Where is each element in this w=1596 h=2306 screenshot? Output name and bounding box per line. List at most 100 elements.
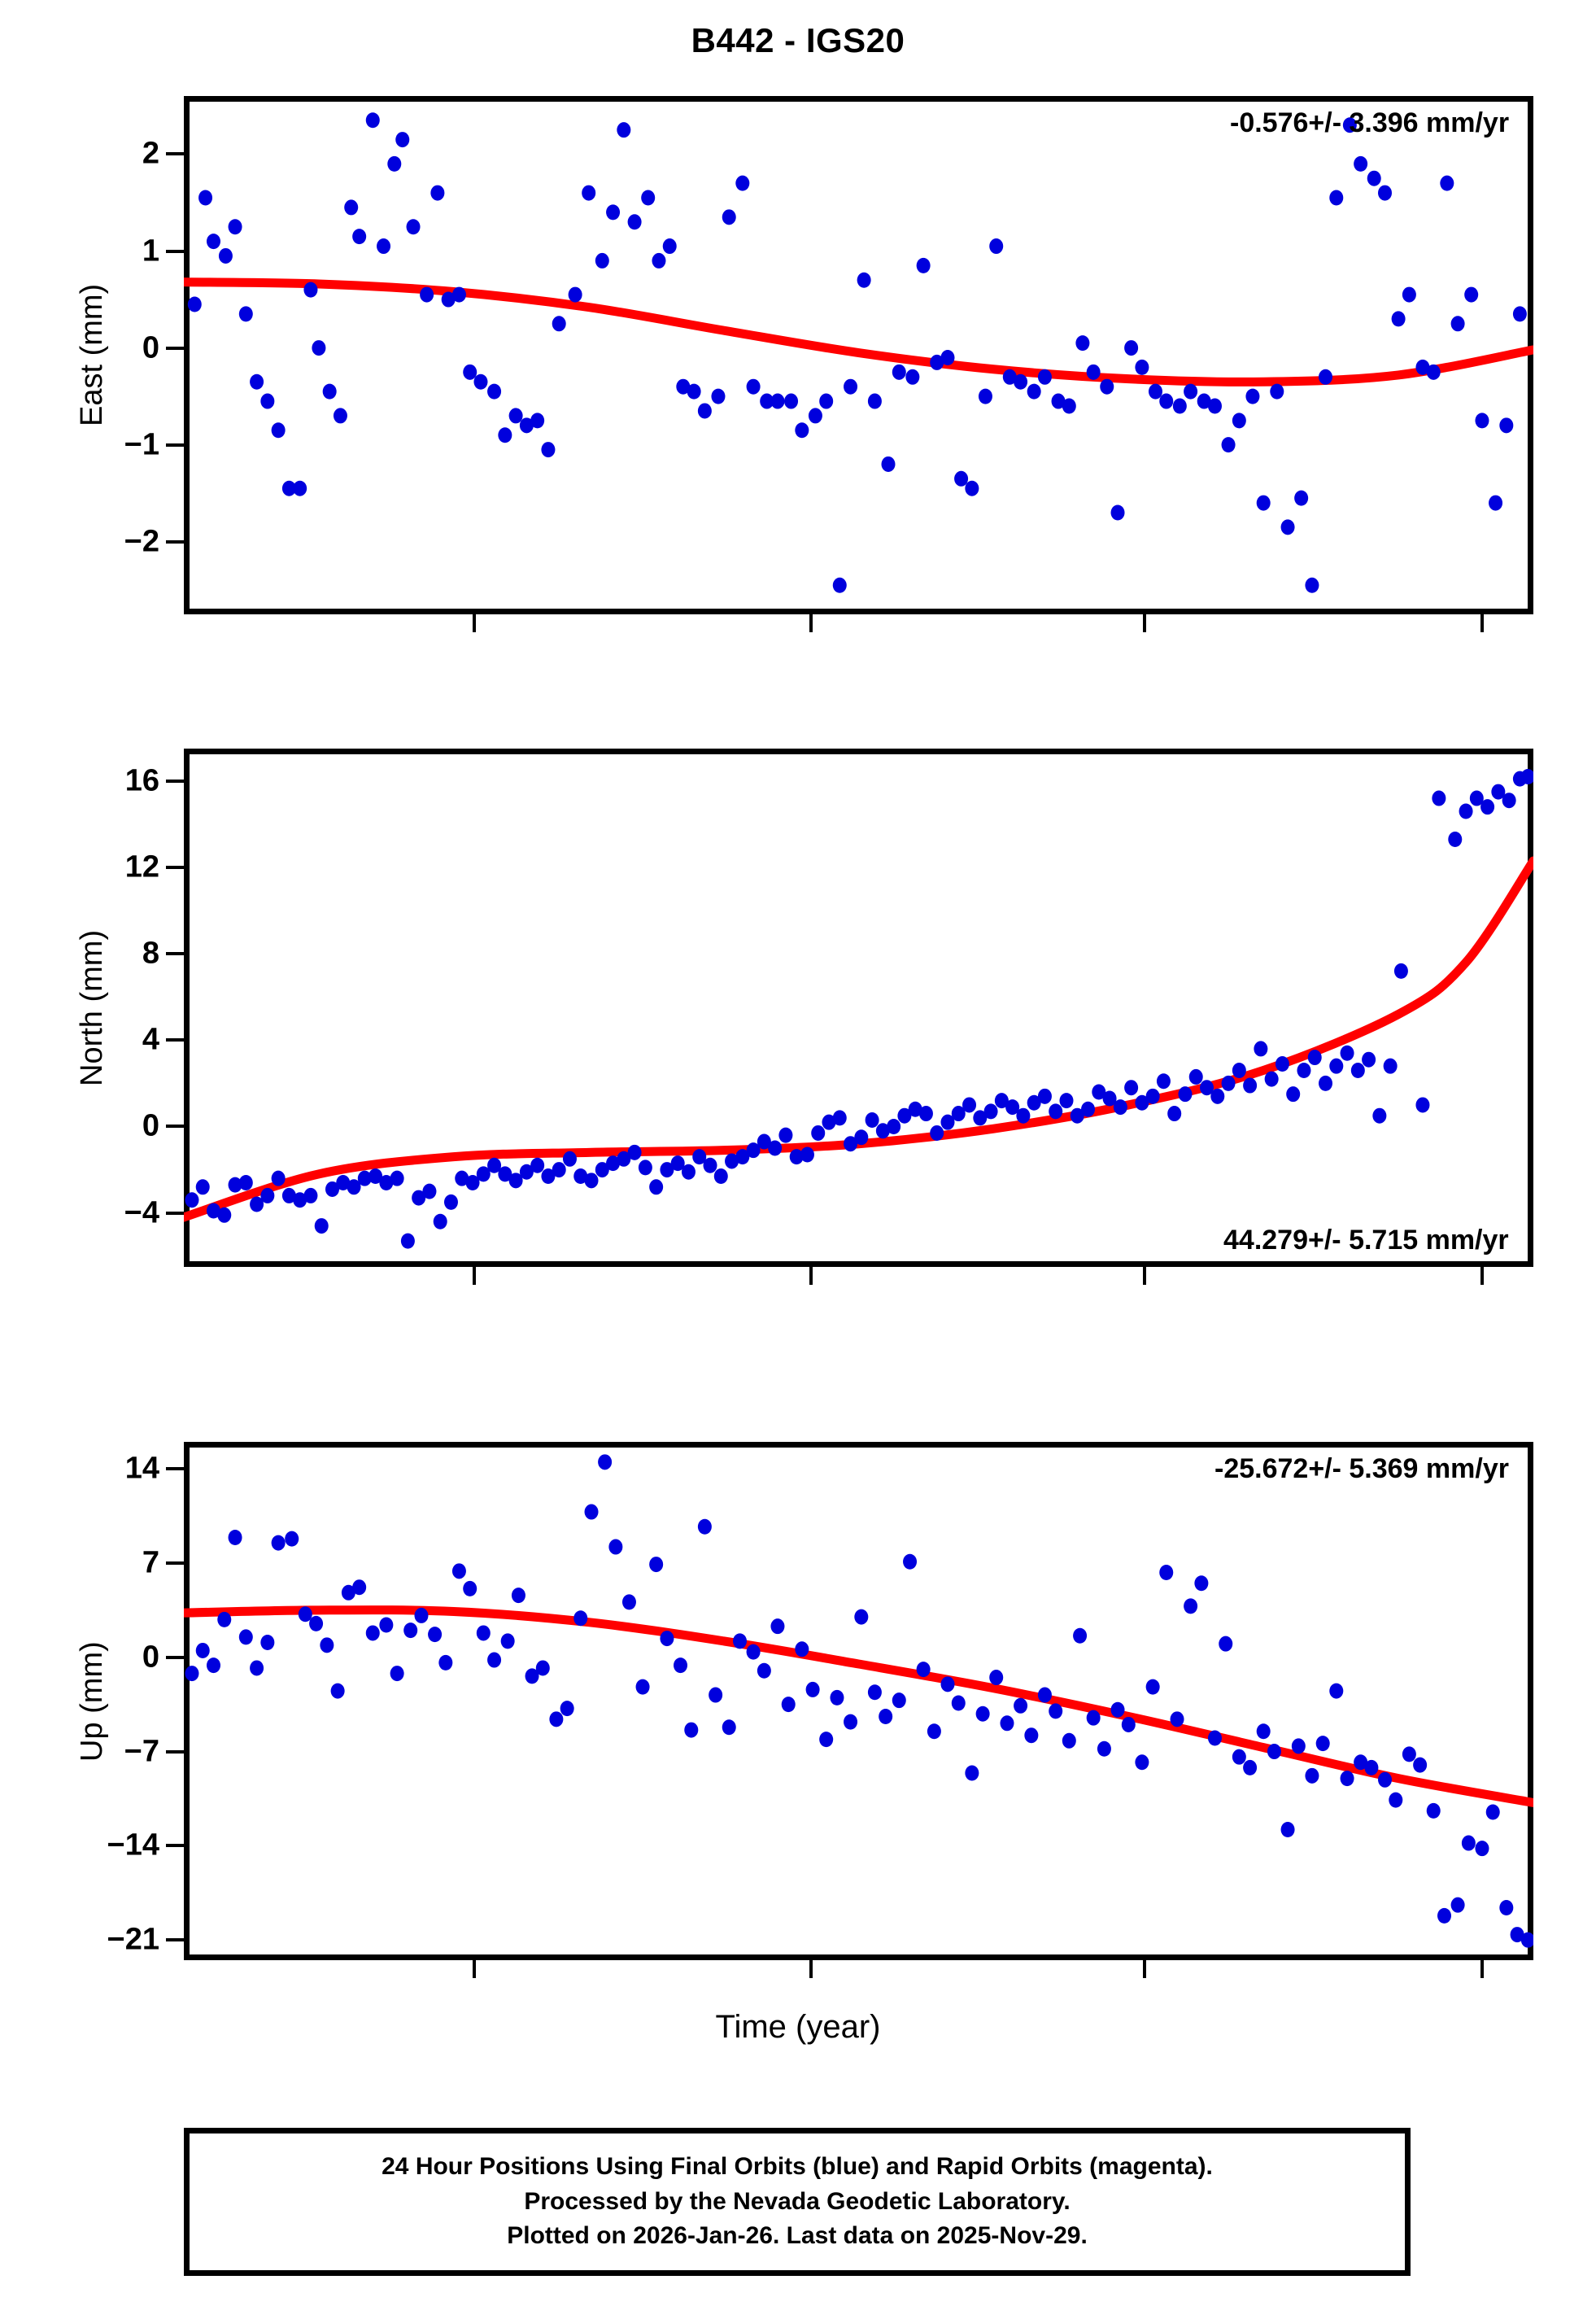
trend-line-east <box>184 277 1533 387</box>
y-tick-label-east-2: 0 <box>142 330 159 365</box>
data-point <box>897 1107 912 1124</box>
data-point <box>1294 490 1309 506</box>
data-point <box>1350 1062 1365 1078</box>
data-point <box>352 1579 367 1596</box>
data-point <box>433 1213 447 1229</box>
data-point <box>638 1160 652 1176</box>
data-point <box>973 1110 988 1126</box>
data-point <box>1415 359 1430 375</box>
data-point <box>511 1588 525 1604</box>
data-point <box>1270 383 1284 400</box>
y-tick-label-north-2: 8 <box>142 936 159 971</box>
x-tick-east-3 <box>1480 614 1484 632</box>
data-point <box>965 480 979 496</box>
y-tick-label-east-0: 2 <box>142 136 159 171</box>
data-point <box>930 1125 944 1141</box>
data-point <box>568 286 582 303</box>
data-point <box>1319 1075 1333 1091</box>
data-point <box>1037 1088 1052 1104</box>
data-point <box>903 1553 918 1570</box>
data-point <box>1210 1088 1225 1104</box>
x-tick-north-1 <box>809 1267 813 1285</box>
data-point <box>1219 1636 1233 1652</box>
data-point <box>1510 1927 1524 1943</box>
data-point <box>303 1187 318 1203</box>
data-point <box>443 1194 458 1210</box>
data-point <box>1432 790 1446 806</box>
data-point <box>1378 185 1393 201</box>
data-point <box>892 1692 906 1709</box>
data-point <box>347 1179 361 1195</box>
data-point <box>195 1642 210 1658</box>
y-tick-north-5 <box>166 1211 184 1215</box>
data-point <box>473 373 488 390</box>
data-point <box>260 1635 275 1651</box>
y-tick-east-1 <box>166 249 184 253</box>
x-tick-north-3 <box>1480 1267 1484 1285</box>
data-point <box>954 470 969 487</box>
data-point <box>1170 1711 1184 1727</box>
data-point <box>271 1535 286 1551</box>
data-point <box>1362 1051 1376 1068</box>
y-tick-up-3 <box>166 1749 184 1754</box>
data-point <box>344 199 359 216</box>
data-point <box>606 204 621 221</box>
panel-up: 14 7 0 −7 −14 −21 <box>107 1442 1533 1978</box>
footer-line-3: Plotted on 2026-Jan-26. Last data on 202… <box>507 2222 1088 2250</box>
data-point <box>1145 1088 1160 1104</box>
data-point <box>1184 1598 1198 1614</box>
data-point <box>281 1187 296 1203</box>
y-tick-north-0 <box>166 779 184 783</box>
y-tick-label-up-4: −14 <box>107 1828 159 1863</box>
y-tick-label-north-3: 4 <box>142 1022 159 1057</box>
data-point <box>549 1711 564 1727</box>
y-tick-label-north-4: 0 <box>142 1108 159 1143</box>
data-point <box>228 1529 242 1545</box>
data-point <box>1014 373 1028 390</box>
data-point <box>379 1617 394 1633</box>
data-point <box>387 155 402 172</box>
data-point <box>455 1170 469 1186</box>
data-point <box>333 408 347 424</box>
data-point <box>238 306 253 322</box>
data-point <box>892 364 906 380</box>
data-point <box>1256 1723 1271 1740</box>
data-point <box>377 238 391 255</box>
data-point <box>341 1584 355 1601</box>
data-point <box>1049 1103 1063 1120</box>
data-point <box>1086 1710 1101 1726</box>
data-point <box>420 286 434 303</box>
panel-north-frame <box>184 749 1533 1267</box>
data-point <box>641 190 656 206</box>
y-tick-label-north-1: 12 <box>124 849 159 884</box>
data-point <box>854 1129 869 1146</box>
y-tick-label-up-2: 0 <box>142 1640 159 1675</box>
y-tick-east-3 <box>166 443 184 447</box>
data-point <box>1461 1835 1476 1851</box>
data-point <box>1172 398 1187 414</box>
data-point <box>281 480 296 496</box>
y-tick-label-east-3: −1 <box>124 427 159 462</box>
data-point <box>635 1679 650 1695</box>
data-point <box>1062 1732 1076 1749</box>
data-point <box>541 1168 556 1185</box>
footer-line-2: Processed by the Nevada Geodetic Laborat… <box>524 2187 1071 2215</box>
data-point <box>1135 359 1149 375</box>
data-point <box>584 1173 599 1189</box>
data-point <box>983 1103 998 1120</box>
footer-caption-box: 24 Hour Positions Using Final Orbits (bl… <box>184 2128 1411 2276</box>
data-point <box>1051 393 1066 409</box>
y-tick-label-up-3: −7 <box>124 1734 159 1769</box>
data-point <box>400 1233 415 1249</box>
data-point <box>365 1625 380 1641</box>
data-point <box>487 383 502 400</box>
data-point <box>379 1174 394 1190</box>
data-point <box>789 1149 804 1165</box>
data-point <box>1512 306 1527 322</box>
data-point <box>422 1183 437 1199</box>
data-point <box>1256 495 1271 511</box>
data-point <box>916 1662 931 1678</box>
data-point <box>293 1192 307 1208</box>
data-point <box>1267 1744 1281 1760</box>
data-point <box>198 190 213 206</box>
